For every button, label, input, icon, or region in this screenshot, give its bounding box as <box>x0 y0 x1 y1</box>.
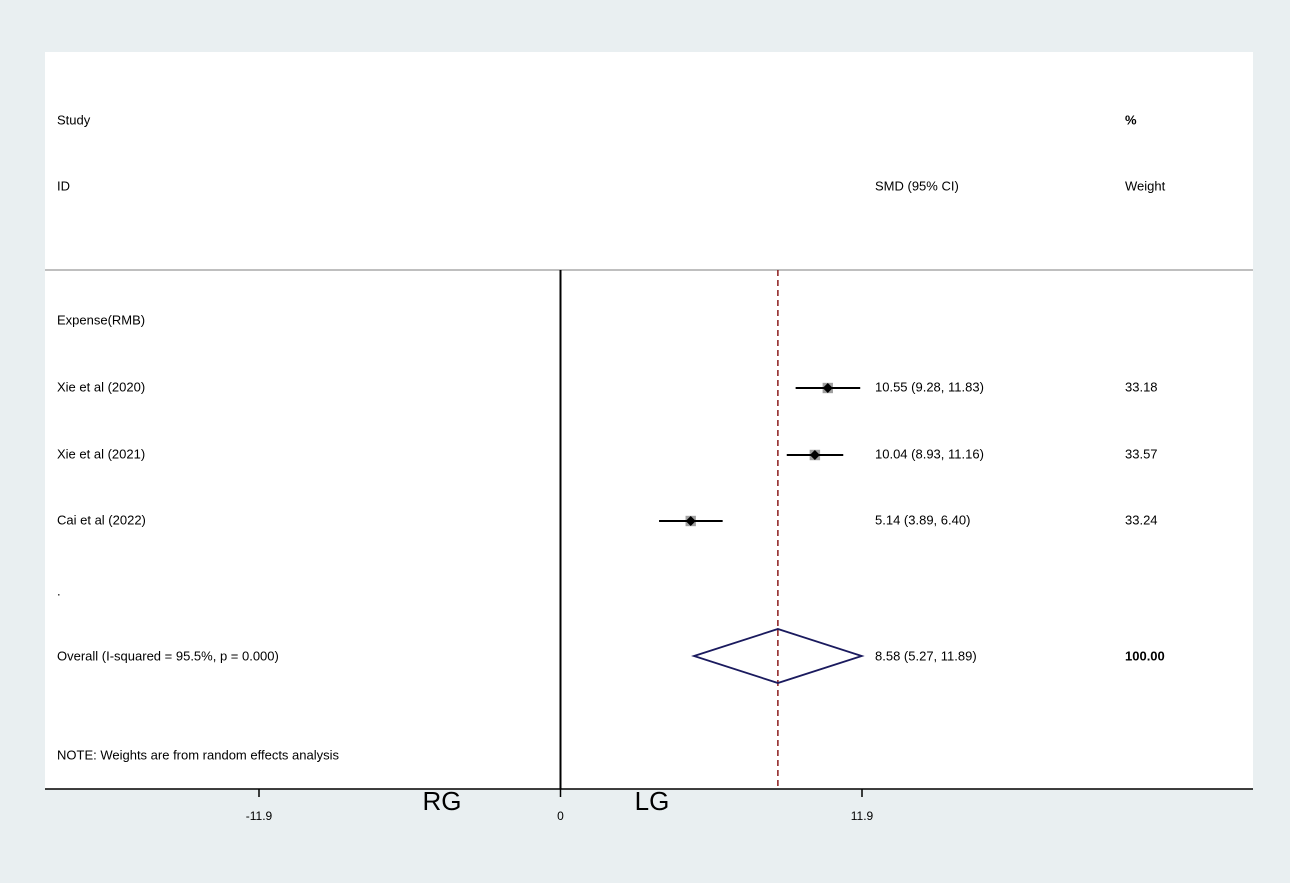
study-label: Cai et al (2022) <box>57 512 146 527</box>
x-tick-label: 0 <box>557 809 564 823</box>
x-tick-label: -11.9 <box>246 809 273 823</box>
point <box>822 383 833 393</box>
header-study: Study <box>57 112 91 127</box>
effect-label: 10.04 (8.93, 11.16) <box>875 446 984 461</box>
effect-label: 10.55 (9.28, 11.83) <box>875 379 984 394</box>
study-label: Xie et al (2021) <box>57 446 145 461</box>
note: NOTE: Weights are from random effects an… <box>57 747 340 762</box>
weight-label: 33.18 <box>1125 379 1158 394</box>
header-effect: SMD (95% CI) <box>875 178 959 193</box>
weight-label: 33.57 <box>1125 446 1158 461</box>
header-percent: % <box>1125 112 1137 127</box>
overall-label: Overall (I-squared = 95.5%, p = 0.000) <box>57 648 279 663</box>
weight-label: 33.24 <box>1125 512 1158 527</box>
header-id: ID <box>57 178 70 193</box>
point <box>685 516 696 526</box>
header-weight: Weight <box>1125 178 1166 193</box>
overall-effect-label: 8.58 (5.27, 11.89) <box>875 648 977 663</box>
separator: . <box>57 583 61 598</box>
subgroup-label: Expense(RMB) <box>57 312 145 327</box>
right-label: LG <box>635 786 670 816</box>
left-label: RG <box>423 786 462 816</box>
x-tick-label: 11.9 <box>851 809 874 823</box>
plot-area <box>45 52 1253 789</box>
point <box>809 450 820 460</box>
effect-label: 5.14 (3.89, 6.40) <box>875 512 970 527</box>
study-label: Xie et al (2020) <box>57 379 145 394</box>
overall-weight-label: 100.00 <box>1125 648 1165 663</box>
overall-diamond <box>691 628 865 684</box>
